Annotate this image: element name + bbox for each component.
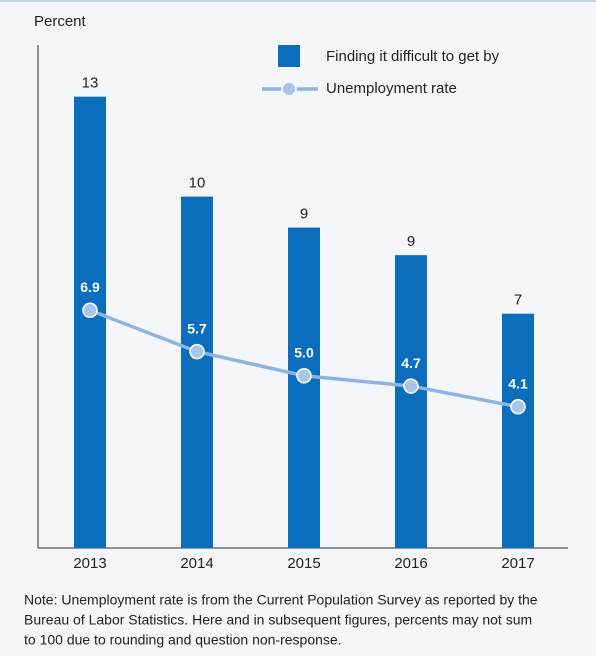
legend-label: Finding it difficult to get by: [326, 48, 500, 65]
bar-label: 9: [300, 206, 308, 223]
point: [189, 343, 205, 360]
bar: [502, 313, 534, 548]
note: to 100 due to rounding and question non-…: [24, 632, 342, 648]
point-label: 4.1: [508, 375, 528, 391]
bar: [74, 96, 106, 548]
bar: [288, 227, 320, 548]
x-tick-label: 2013: [73, 555, 106, 572]
x-tick-label: 2016: [394, 555, 427, 572]
legend-marker: [281, 81, 297, 97]
point-label: 5.0: [294, 344, 314, 360]
point-label: 6.9: [80, 279, 100, 295]
legend-label: Unemployment rate: [326, 80, 457, 97]
note: Bureau of Labor Statistics. Here and in …: [24, 612, 532, 628]
bar-label: 13: [82, 75, 99, 92]
x-tick-label: 2017: [501, 555, 534, 572]
point: [403, 378, 419, 394]
note: Note: Unemployment rate is from the Curr…: [24, 592, 538, 608]
point: [82, 302, 98, 319]
bar: [395, 255, 427, 548]
legend-swatch: [278, 45, 300, 67]
point: [510, 398, 526, 415]
point-label: 4.7: [401, 355, 421, 371]
x-tick-label: 2015: [287, 555, 320, 572]
point-label: 5.7: [187, 320, 207, 336]
point: [296, 367, 312, 384]
y-axis-label: Percent: [34, 13, 87, 30]
bar-label: 9: [407, 233, 415, 250]
x-tick-label: 2014: [180, 555, 213, 572]
bar: [181, 196, 213, 548]
bar-label: 10: [189, 175, 206, 192]
bar-label: 7: [514, 292, 522, 309]
